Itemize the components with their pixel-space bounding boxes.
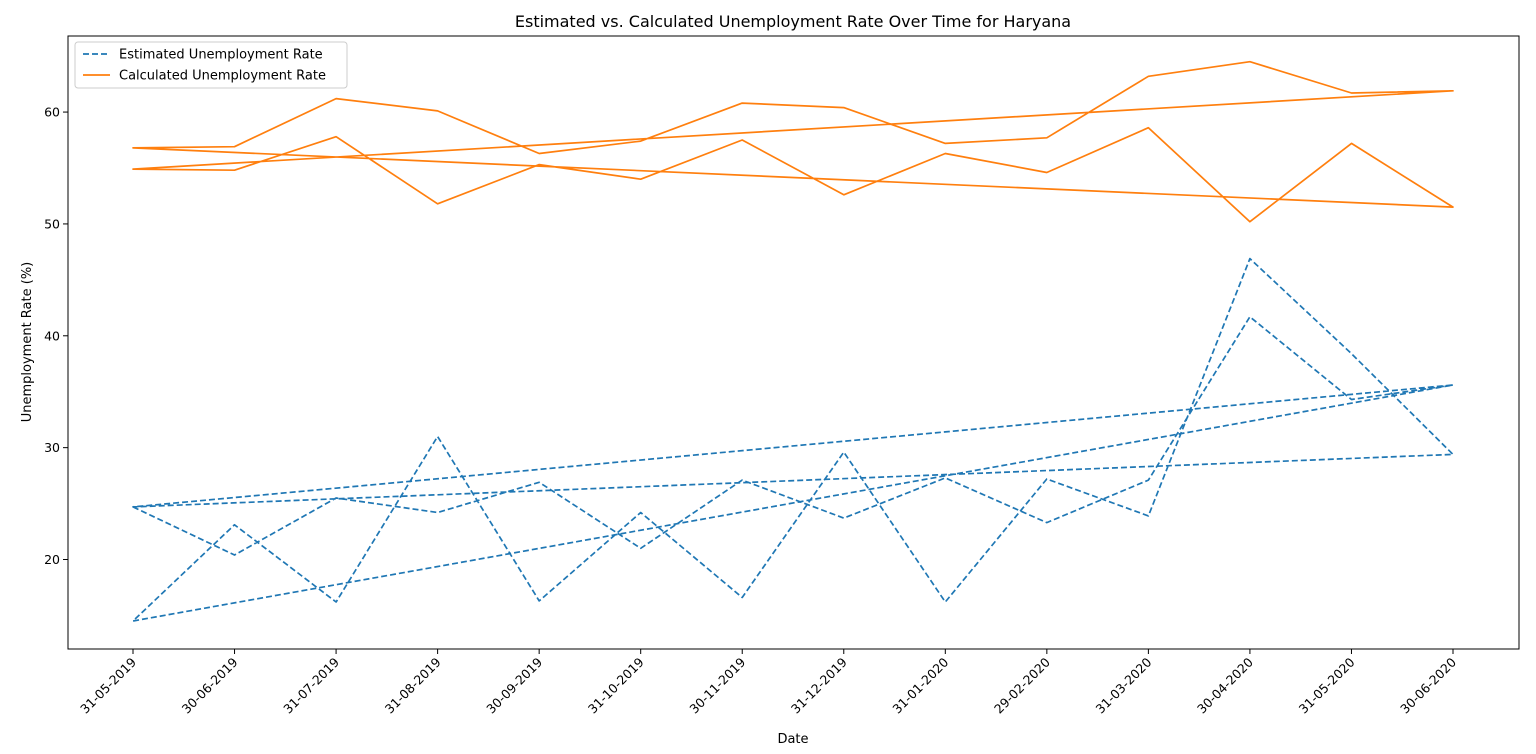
chart-title: Estimated vs. Calculated Unemployment Ra… [515, 12, 1071, 31]
series-lines [132, 60, 1454, 622]
legend-box [74, 41, 348, 89]
series-line-estimated [132, 257, 1454, 622]
y-tick-label: 50 [44, 216, 60, 231]
y-tick-label: 20 [44, 552, 60, 567]
axes-frame [67, 35, 1520, 650]
legend: Estimated Unemployment Rate Calculated Un… [74, 41, 348, 89]
y-tick-label: 30 [44, 440, 60, 455]
legend-label-estimated: Estimated Unemployment Rate [119, 48, 323, 63]
legend-label-calculated: Calculated Unemployment Rate [119, 69, 326, 84]
y-tick-label: 40 [44, 328, 60, 343]
y-axis: 20 30 40 50 60 [44, 105, 68, 567]
x-axis-label: Date [777, 732, 808, 747]
y-tick-label: 60 [44, 105, 60, 120]
y-axis-label: Unemployment Rate (%) [20, 262, 35, 423]
series-line-calculated [132, 60, 1454, 223]
